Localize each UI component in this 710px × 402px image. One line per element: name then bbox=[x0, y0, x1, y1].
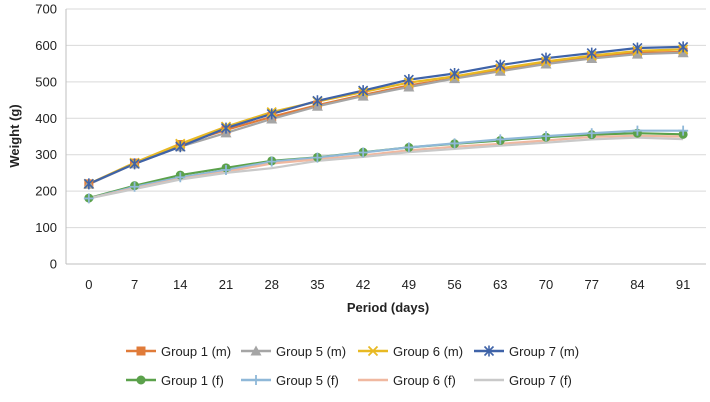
y-tick-label: 500 bbox=[35, 74, 57, 89]
x-tick-label: 0 bbox=[85, 277, 92, 292]
y-tick-label: 600 bbox=[35, 38, 57, 53]
x-tick-label: 21 bbox=[219, 277, 233, 292]
data-point-group-7-m bbox=[266, 108, 277, 120]
x-tick-label: 49 bbox=[402, 277, 416, 292]
series-line-group-6-m bbox=[88, 48, 684, 185]
markers-layer bbox=[83, 41, 689, 204]
gridlines bbox=[66, 8, 706, 229]
data-point-group-7-m bbox=[586, 47, 597, 59]
x-tick-label: 63 bbox=[493, 277, 507, 292]
data-point-group-5-f bbox=[221, 165, 231, 176]
data-point-group-5-f bbox=[678, 125, 689, 136]
axes bbox=[65, 9, 706, 265]
x-axis-label: Period (days) bbox=[347, 300, 429, 315]
y-tick-label: 700 bbox=[35, 2, 57, 17]
legend-label: Group 5 (f) bbox=[276, 373, 339, 388]
legend-item-group-7-m: Group 7 (m) bbox=[474, 344, 579, 359]
x-tick-label: 70 bbox=[539, 277, 553, 292]
legend-item-group-5-m: Group 5 (m) bbox=[241, 344, 346, 359]
data-point-group-5-f bbox=[632, 125, 643, 136]
data-point-group-7-m bbox=[312, 95, 323, 107]
data-point-group-5-f bbox=[403, 142, 414, 153]
data-point-group-5-f bbox=[266, 156, 277, 167]
legend-marker-group-1-m bbox=[136, 346, 146, 356]
data-point-group-7-m bbox=[449, 67, 460, 79]
data-point-group-7-m bbox=[83, 178, 94, 190]
data-point-group-5-f bbox=[175, 172, 186, 183]
legend-marker-group-6-m bbox=[367, 345, 379, 357]
y-tick-label: 200 bbox=[35, 184, 57, 199]
legend-item-group-1-m: Group 1 (m) bbox=[126, 344, 231, 359]
x-tick-label: 84 bbox=[630, 277, 644, 292]
x-tick-label: 77 bbox=[584, 277, 598, 292]
data-point-group-5-f bbox=[312, 152, 323, 163]
legend-item-group-1-f: Group 1 (f) bbox=[126, 373, 224, 388]
legend-item-group-6-m: Group 6 (m) bbox=[358, 344, 463, 359]
data-point-group-7-m bbox=[495, 59, 506, 71]
legend-label: Group 5 (m) bbox=[276, 344, 346, 359]
data-point-group-5-f bbox=[449, 138, 460, 149]
legend-marker-group-1-f bbox=[136, 375, 146, 385]
legend-item-group-7-f: Group 7 (f) bbox=[474, 373, 572, 388]
series-line-group-7-m bbox=[88, 45, 684, 185]
legend-label: Group 6 (f) bbox=[393, 373, 456, 388]
data-point-group-5-m bbox=[631, 48, 643, 59]
data-point-group-5-f bbox=[83, 193, 94, 204]
series-line-group-7-f bbox=[88, 136, 684, 200]
data-point-group-5-f bbox=[541, 131, 551, 142]
legend-label: Group 7 (f) bbox=[509, 373, 572, 388]
legend-marker-group-5-f bbox=[251, 375, 261, 385]
y-axis-label: Weight (g) bbox=[7, 104, 22, 167]
data-point-group-5-f bbox=[358, 147, 369, 158]
y-tick-label: 0 bbox=[50, 257, 57, 272]
legend: Group 1 (m) Group 5 (m) Group 6 (m) Group 7… bbox=[126, 344, 579, 388]
data-point-group-7-m bbox=[403, 74, 414, 86]
y-tick-label: 400 bbox=[35, 111, 57, 126]
x-axis-ticks: 0 7 14 21 28 35 42 49 56 63 70 77 84 91 bbox=[85, 277, 690, 292]
data-point-group-7-m bbox=[632, 42, 643, 54]
data-point-group-5-f bbox=[495, 134, 506, 145]
series-layer bbox=[88, 45, 684, 200]
y-tick-label: 300 bbox=[35, 147, 57, 162]
x-tick-label: 35 bbox=[310, 277, 324, 292]
data-point-group-7-m bbox=[358, 85, 369, 97]
data-point-group-7-m bbox=[129, 158, 140, 170]
legend-label: Group 6 (m) bbox=[393, 344, 463, 359]
data-point-group-5-f bbox=[586, 128, 597, 139]
y-axis-ticks: 0 100 200 300 400 500 600 700 bbox=[35, 2, 57, 272]
data-point-group-5-m bbox=[403, 81, 415, 92]
legend-item-group-6-f: Group 6 (f) bbox=[358, 373, 456, 388]
legend-marker-group-7-m bbox=[483, 345, 495, 357]
data-point-group-5-f bbox=[129, 181, 140, 192]
data-point-group-7-m bbox=[540, 52, 552, 64]
data-point-group-7-m bbox=[175, 141, 186, 153]
data-point-group-7-m bbox=[220, 122, 232, 134]
series-line-group-5-f bbox=[88, 129, 684, 200]
x-tick-label: 14 bbox=[173, 277, 187, 292]
data-point-group-7-m bbox=[678, 41, 689, 53]
legend-label: Group 7 (m) bbox=[509, 344, 579, 359]
x-tick-label: 28 bbox=[264, 277, 278, 292]
data-point-group-5-m bbox=[494, 65, 506, 76]
legend-marker-group-5-m bbox=[250, 345, 262, 356]
x-tick-label: 7 bbox=[131, 277, 138, 292]
x-tick-label: 42 bbox=[356, 277, 370, 292]
y-tick-label: 100 bbox=[35, 220, 57, 235]
x-tick-label: 56 bbox=[447, 277, 461, 292]
x-tick-label: 91 bbox=[676, 277, 690, 292]
legend-label: Group 1 (m) bbox=[161, 344, 231, 359]
legend-item-group-5-f: Group 5 (f) bbox=[241, 373, 339, 388]
legend-label: Group 1 (f) bbox=[161, 373, 224, 388]
